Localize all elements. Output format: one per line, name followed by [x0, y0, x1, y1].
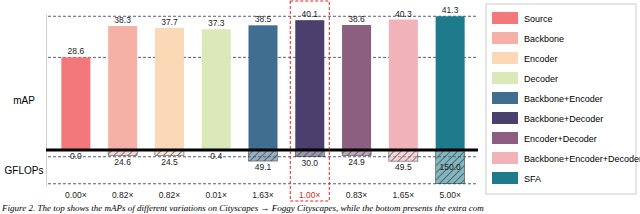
relative-cost-label: 0.00× [65, 190, 87, 200]
legend-label: Source [524, 14, 553, 24]
bars-top [61, 16, 464, 150]
bar [436, 16, 465, 150]
axis-title: mAP [13, 95, 35, 106]
data-label: 40.1 [302, 9, 319, 19]
axis-line [46, 151, 47, 187]
bar [108, 26, 137, 150]
axis-line [46, 15, 47, 151]
legend-swatch [492, 92, 518, 104]
data-label: 150.0 [439, 162, 461, 172]
data-label: 24.9 [348, 157, 365, 167]
legend-label: Encoder+Decoder [524, 134, 597, 144]
legend-item: Decoder [492, 72, 558, 84]
y-axis-bottom [46, 151, 47, 187]
legend-label: SFA [524, 174, 541, 184]
data-label: 49.1 [255, 162, 272, 172]
data-label: 38.6 [348, 14, 365, 24]
legend-swatch [492, 172, 518, 184]
data-label: 40.3 [395, 9, 412, 19]
legend-frame [486, 4, 636, 194]
data-label: 24.6 [114, 157, 131, 167]
legend-swatch [492, 132, 518, 144]
data-label: 0.4 [210, 151, 222, 161]
legend-item: Backbone+Encoder [492, 92, 603, 104]
data-label: 38.3 [114, 15, 131, 25]
relative-cost-label: 0.83× [346, 190, 368, 200]
relative-cost-label: 1.65× [393, 190, 415, 200]
data-label: 24.5 [161, 157, 178, 167]
bar [342, 25, 371, 150]
bar [155, 28, 184, 150]
legend-swatch [492, 112, 518, 124]
chart-root: 28.6 38.3 37.7 37.3 38.5 40.1 38.6 40.3 41.3 0.0 2… [0, 0, 640, 214]
bar [61, 57, 90, 150]
baseline [46, 149, 478, 152]
highlight-box [290, 1, 329, 201]
legend-label: Backbone+Encoder [524, 94, 603, 104]
bar [389, 150, 418, 161]
relative-cost-label: 1.63× [252, 190, 274, 200]
legend-swatch [492, 12, 518, 24]
legend-item: Source [492, 12, 553, 24]
relative-cost-label: 5.00× [439, 190, 461, 200]
reference-line [48, 183, 478, 184]
data-label: 37.3 [208, 18, 225, 28]
legend-item: SFA [492, 172, 541, 184]
y-axis-top [46, 15, 47, 151]
legend-swatch [492, 32, 518, 44]
relative-cost-label: 0.82× [159, 190, 181, 200]
bars-bottom [108, 150, 465, 184]
relative-cost-label: 1.00× [299, 190, 321, 200]
legend-swatch [492, 152, 518, 164]
data-label: 41.3 [442, 5, 459, 15]
legend: Source Backbone Encoder Decoder Backbone+Enc… [486, 4, 640, 194]
bar [202, 29, 231, 150]
legend-label: Backbone+Decoder [524, 114, 603, 124]
legend-label: Decoder [524, 74, 558, 84]
data-label: 0.0 [70, 151, 82, 161]
legend-item: Backbone [492, 32, 564, 44]
bar [248, 150, 277, 161]
data-label: 38.5 [255, 14, 272, 24]
data-label: 30.0 [302, 158, 319, 168]
legend-item: Encoder+Decoder [492, 132, 597, 144]
legend-item: Backbone+Decoder [492, 112, 603, 124]
legend-label: Backbone [524, 34, 564, 44]
relative-cost-label: 0.01× [205, 190, 227, 200]
data-label: 28.6 [68, 46, 85, 56]
relative-cost-label: 0.82× [112, 190, 134, 200]
bar [248, 25, 277, 150]
bar [295, 20, 324, 150]
bar [436, 150, 465, 184]
data-label: 37.7 [161, 17, 178, 27]
legend-swatch [492, 72, 518, 84]
legend-label: Encoder [524, 54, 558, 64]
caption: Figure 2. The top shows the mAPs of diff… [1, 203, 484, 213]
legend-swatch [492, 52, 518, 64]
axis-title: GFLOPs [5, 165, 44, 176]
legend-item: Encoder [492, 52, 558, 64]
bar [389, 20, 418, 150]
legend-item: Backbone+Encoder+Decoder [492, 152, 640, 164]
legend-label: Backbone+Encoder+Decoder [524, 154, 640, 164]
data-label: 49.5 [395, 162, 412, 172]
